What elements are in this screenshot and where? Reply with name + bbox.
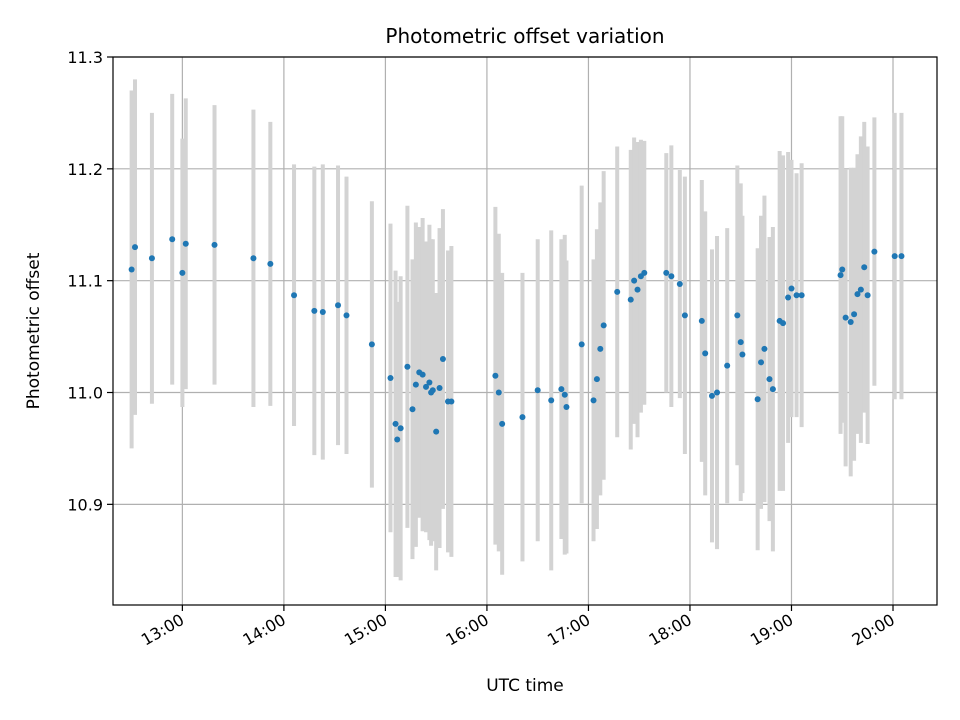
data-point [785, 294, 792, 301]
data-point [267, 260, 274, 267]
y-axis: 10.9 11.0 11.1 11.2 11.3 [67, 48, 113, 514]
data-point [548, 397, 555, 404]
data-point [627, 296, 634, 303]
data-point [761, 345, 768, 352]
y-tick-label: 11.0 [67, 384, 103, 403]
data-point [737, 339, 744, 346]
data-point [847, 319, 854, 326]
data-point [404, 363, 411, 370]
data-point [387, 374, 394, 381]
data-point [842, 314, 849, 321]
x-axis-title: UTC time [486, 676, 564, 696]
data-point [769, 386, 776, 393]
data-point [861, 264, 868, 271]
data-point [429, 387, 436, 394]
data-point [754, 396, 761, 403]
data-point [499, 420, 506, 427]
data-point [291, 292, 298, 299]
data-point [891, 253, 898, 260]
data-point [898, 253, 905, 260]
data-point [426, 379, 433, 386]
y-tick-label: 11.1 [67, 272, 103, 291]
data-point [182, 240, 189, 247]
data-point [319, 308, 326, 315]
data-point [578, 341, 585, 348]
data-point [335, 302, 342, 309]
data-point [128, 266, 135, 273]
data-point [590, 397, 597, 404]
data-point [698, 317, 705, 324]
data-point [854, 291, 861, 298]
data-point [148, 255, 155, 262]
data-point [758, 359, 765, 366]
data-point [739, 351, 746, 358]
data-point [495, 389, 502, 396]
data-point [423, 383, 430, 390]
data-point [702, 350, 709, 357]
data-point [766, 376, 773, 383]
data-point [534, 387, 541, 394]
data-point [250, 255, 257, 262]
data-point [311, 307, 318, 314]
data-point [433, 428, 440, 435]
data-point [714, 389, 721, 396]
data-point [558, 386, 565, 393]
data-point [436, 385, 443, 392]
data-point [169, 236, 176, 243]
data-point [851, 311, 858, 318]
data-point [708, 392, 715, 399]
data-point [614, 288, 621, 295]
data-point [600, 322, 607, 329]
y-tick-label: 10.9 [67, 495, 103, 514]
data-point [839, 266, 846, 273]
data-point [597, 345, 604, 352]
data-point [492, 372, 499, 379]
data-point [211, 241, 218, 248]
data-point [641, 269, 648, 276]
data-point [343, 312, 350, 319]
data-point [368, 341, 375, 348]
data-point [412, 381, 419, 388]
y-tick-label: 11.3 [67, 48, 103, 67]
data-point [448, 398, 455, 405]
data-point [780, 320, 787, 327]
data-point [734, 312, 741, 319]
data-point [681, 312, 688, 319]
data-point [563, 404, 570, 411]
data-point [798, 292, 805, 299]
data-point [793, 292, 800, 299]
data-point [864, 292, 871, 299]
data-point [788, 285, 795, 292]
data-point [668, 273, 675, 280]
y-axis-title: Photometric offset [24, 252, 44, 409]
data-points [128, 236, 905, 443]
data-point [439, 355, 446, 362]
data-point [179, 269, 186, 276]
data-point [676, 281, 683, 288]
data-point [394, 436, 401, 443]
y-tick-label: 11.2 [67, 160, 103, 179]
data-point [397, 425, 404, 432]
data-point [837, 272, 844, 279]
data-point [593, 376, 600, 383]
data-point [857, 286, 864, 293]
data-point [409, 406, 416, 413]
data-point [634, 286, 641, 293]
data-point [561, 391, 568, 398]
data-point [663, 269, 670, 276]
chart-title: Photometric offset variation [385, 24, 664, 48]
data-point [392, 420, 399, 427]
data-point [631, 277, 638, 284]
data-point [871, 248, 878, 255]
data-point [419, 371, 426, 378]
data-point [519, 414, 526, 421]
plot-frame [112, 56, 938, 606]
data-point [131, 244, 138, 251]
data-point [724, 362, 731, 369]
